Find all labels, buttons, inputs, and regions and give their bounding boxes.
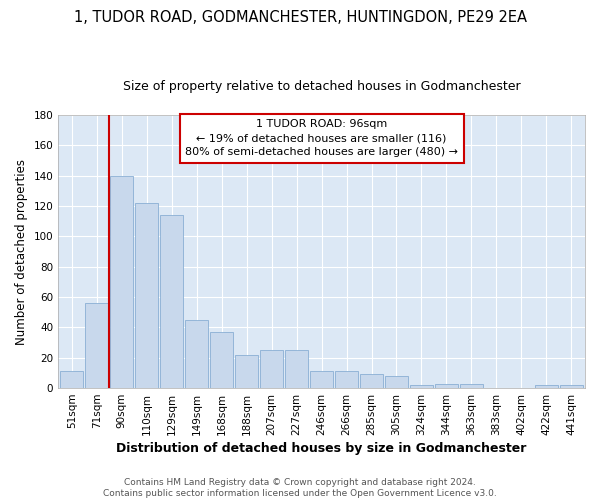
Bar <box>85 303 109 388</box>
Bar <box>160 215 183 388</box>
Bar <box>385 376 408 388</box>
Text: Contains HM Land Registry data © Crown copyright and database right 2024.
Contai: Contains HM Land Registry data © Crown c… <box>103 478 497 498</box>
Bar <box>61 372 83 388</box>
Bar <box>310 372 333 388</box>
Bar <box>235 354 258 388</box>
Bar <box>535 385 558 388</box>
Text: 1 TUDOR ROAD: 96sqm
← 19% of detached houses are smaller (116)
80% of semi-detac: 1 TUDOR ROAD: 96sqm ← 19% of detached ho… <box>185 119 458 157</box>
Bar <box>260 350 283 388</box>
Bar <box>285 350 308 388</box>
Bar <box>360 374 383 388</box>
Y-axis label: Number of detached properties: Number of detached properties <box>15 158 28 344</box>
Bar <box>335 372 358 388</box>
Bar <box>210 332 233 388</box>
Bar <box>410 385 433 388</box>
Text: 1, TUDOR ROAD, GODMANCHESTER, HUNTINGDON, PE29 2EA: 1, TUDOR ROAD, GODMANCHESTER, HUNTINGDON… <box>74 10 527 25</box>
Bar <box>136 203 158 388</box>
Bar <box>185 320 208 388</box>
Bar <box>460 384 483 388</box>
Bar <box>435 384 458 388</box>
Title: Size of property relative to detached houses in Godmanchester: Size of property relative to detached ho… <box>123 80 520 93</box>
X-axis label: Distribution of detached houses by size in Godmanchester: Distribution of detached houses by size … <box>116 442 527 455</box>
Bar <box>560 385 583 388</box>
Bar <box>110 176 133 388</box>
